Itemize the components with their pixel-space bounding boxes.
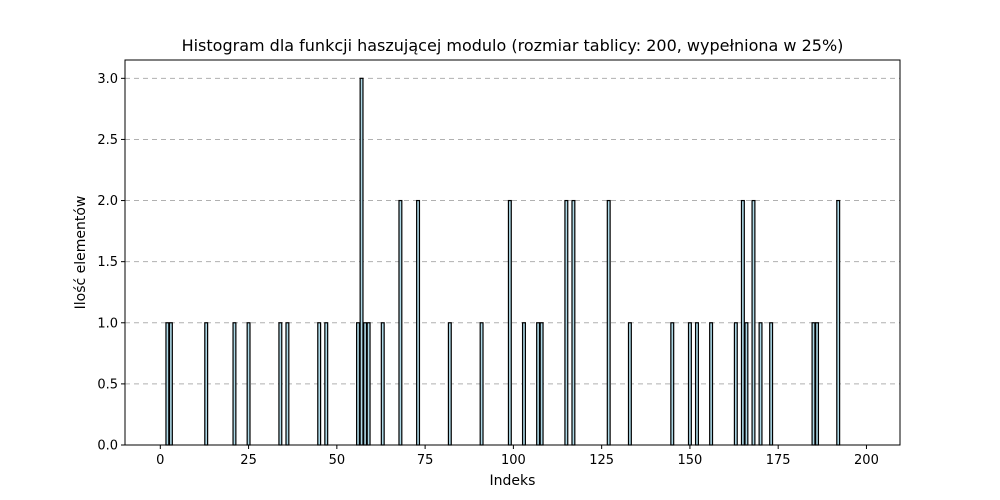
histogram-bar — [363, 322, 368, 446]
histogram-bar — [769, 322, 774, 446]
x-tick-label: 0 — [156, 453, 164, 468]
x-tick-label: 125 — [589, 453, 614, 468]
histogram-bar — [285, 322, 290, 446]
histogram-bar — [165, 322, 170, 446]
histogram-bar — [733, 322, 738, 446]
histogram-bar — [751, 199, 756, 446]
histogram-bar — [380, 322, 385, 446]
histogram-bar — [606, 199, 611, 446]
histogram-bar — [356, 322, 361, 446]
histogram-bar — [694, 322, 699, 446]
y-tick-label: 0.0 — [97, 439, 118, 454]
histogram-bar — [815, 322, 820, 446]
histogram-bar — [246, 322, 251, 446]
y-tick-label: 2.5 — [97, 133, 118, 148]
histogram-bar — [709, 322, 714, 446]
y-tick-label: 0.5 — [97, 377, 118, 392]
y-tick-label: 1.5 — [97, 255, 118, 270]
x-tick-label: 175 — [766, 453, 791, 468]
histogram-bar — [758, 322, 763, 446]
histogram-bar — [416, 199, 421, 446]
histogram-bar — [447, 322, 452, 446]
histogram-bar — [627, 322, 632, 446]
histogram-bar — [359, 77, 364, 446]
histogram-bar — [479, 322, 484, 446]
y-axis-label: Ilość elementów — [73, 196, 89, 310]
grid-lines — [125, 77, 900, 385]
x-axis-ticks: 0 25 50 75 100 125 150 175 200 — [156, 445, 879, 468]
histogram-bar — [204, 322, 209, 446]
histogram-bar — [507, 199, 512, 446]
histogram-bar — [836, 199, 841, 446]
histogram-bar — [687, 322, 692, 446]
x-axis-label: Indeks — [490, 473, 536, 489]
histogram-bar — [564, 199, 569, 446]
y-tick-label: 2.0 — [97, 194, 118, 209]
histogram-bar — [571, 199, 576, 446]
x-tick-label: 150 — [678, 453, 703, 468]
histogram-bar — [278, 322, 283, 446]
x-tick-label: 75 — [417, 453, 434, 468]
histogram-bar — [744, 322, 749, 446]
y-tick-label: 3.0 — [97, 72, 118, 87]
x-tick-label: 50 — [329, 453, 346, 468]
x-tick-label: 200 — [854, 453, 879, 468]
histogram-bar — [536, 322, 541, 446]
histogram-bar — [168, 322, 173, 446]
x-tick-label: 100 — [501, 453, 526, 468]
histogram-bar — [539, 322, 544, 446]
histogram-bar — [521, 322, 526, 446]
histogram-bar — [740, 199, 745, 446]
x-tick-label: 25 — [240, 453, 257, 468]
chart-title: Histogram dla funkcji haszującej modulo … — [182, 36, 844, 55]
plot-frame — [124, 59, 901, 446]
histogram-bar — [811, 322, 816, 446]
y-axis-ticks: 0.0 0.5 1.0 1.5 2.0 2.5 3.0 — [97, 72, 125, 454]
y-tick-label: 1.0 — [97, 316, 118, 331]
histogram-bar — [670, 322, 675, 446]
histogram-bar — [398, 199, 403, 446]
histogram-bar — [232, 322, 237, 446]
histogram-bar — [324, 322, 329, 446]
histogram-bar — [366, 322, 371, 446]
histogram-bar — [317, 322, 322, 446]
